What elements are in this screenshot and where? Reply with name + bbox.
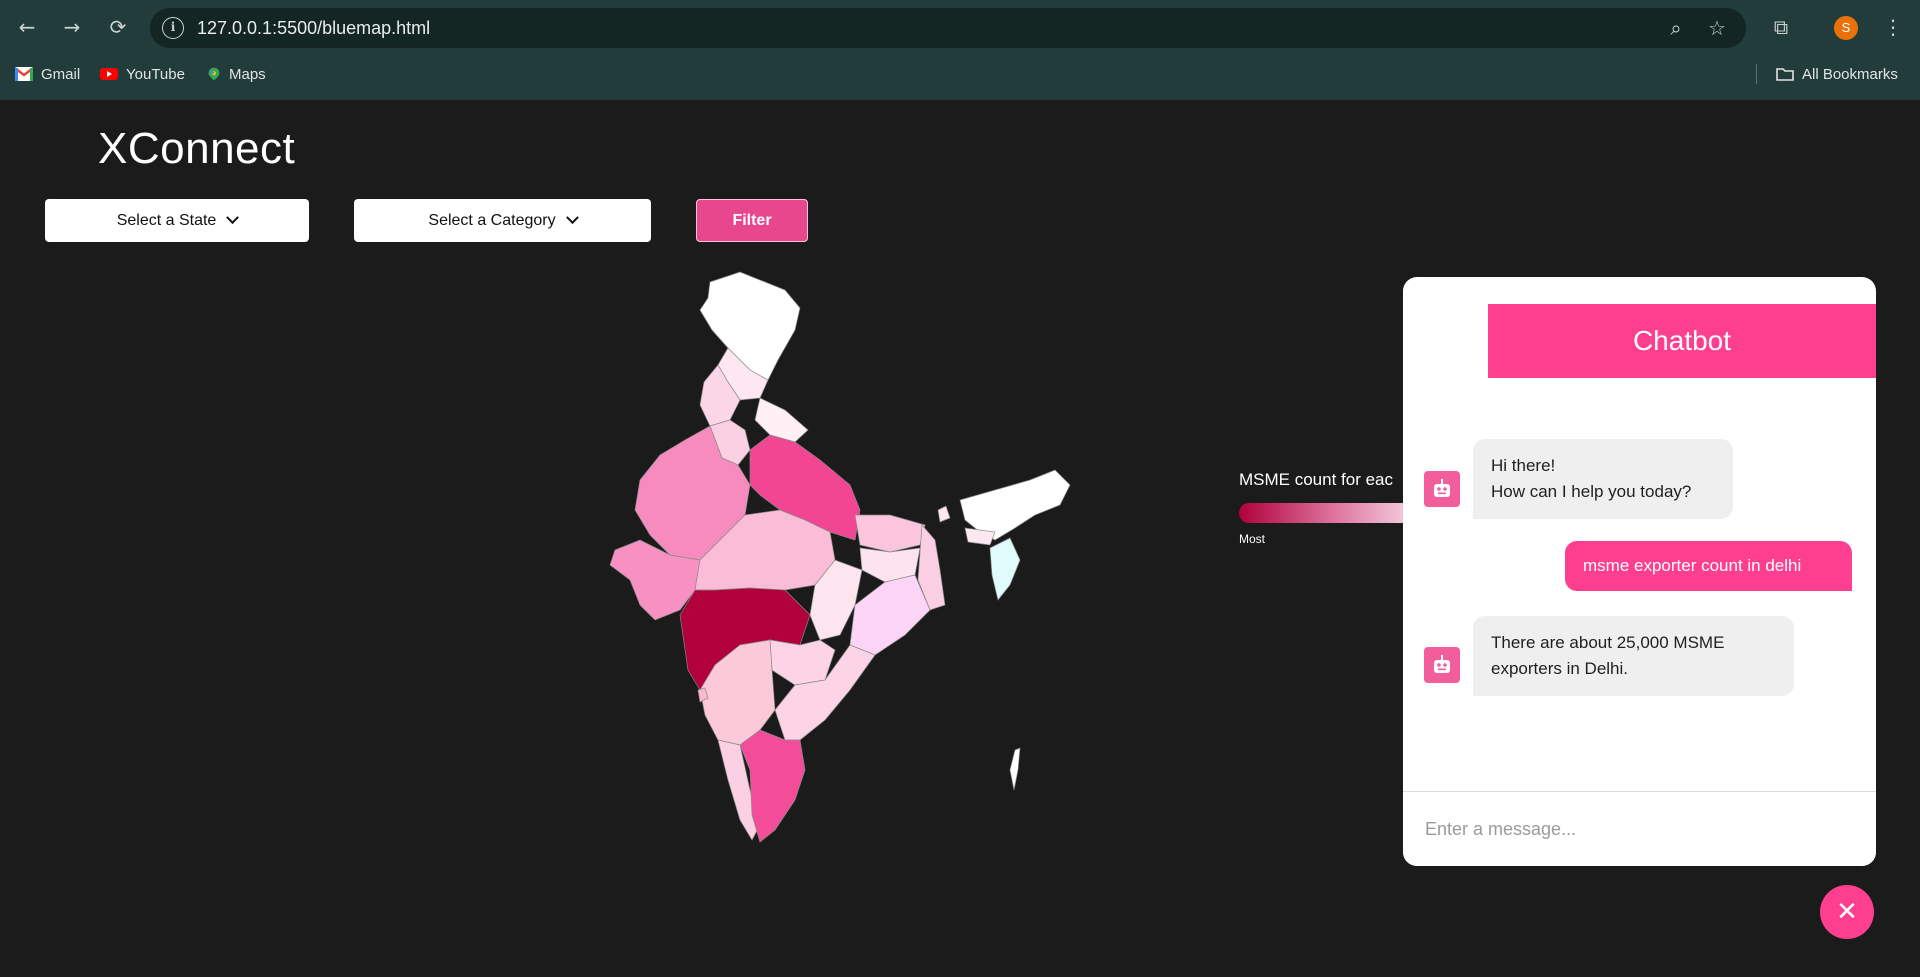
page-body: XConnect Select a State Select a Categor…: [0, 100, 1920, 977]
browser-toolbar: ← → ⟳ i 127.0.0.1:5500/bluemap.html ⌕ ☆ …: [0, 0, 1920, 100]
bookmark-maps[interactable]: Maps: [207, 64, 266, 84]
region-rajasthan[interactable]: [634, 425, 751, 561]
message-line: msme exporter count in delhi: [1583, 556, 1802, 575]
region-meghalaya[interactable]: [964, 527, 996, 546]
folder-icon: [1776, 68, 1794, 81]
region-andhra-pradesh[interactable]: [774, 644, 876, 741]
region-tamil-nadu[interactable]: [739, 729, 806, 843]
back-icon[interactable]: ←: [18, 15, 36, 39]
user-message: msme exporter count in delhi: [1565, 541, 1852, 591]
youtube-icon: [100, 68, 118, 80]
chatbot-title: Chatbot: [1488, 304, 1876, 378]
bot-message: Hi there! How can I help you today?: [1473, 439, 1733, 519]
india-choropleth-map[interactable]: [600, 270, 1200, 910]
message-line: How can I help you today?: [1491, 482, 1692, 501]
region-andaman[interactable]: [1009, 747, 1021, 791]
category-select-label: Select a Category: [428, 211, 556, 229]
chatbot-panel: Chatbot Hi there! How can I help you tod…: [1403, 277, 1876, 866]
message-line: exporters in Delhi.: [1491, 659, 1629, 678]
close-chat-button[interactable]: ✕: [1820, 885, 1874, 939]
robot-icon: [1434, 479, 1450, 497]
bookmark-label: Gmail: [41, 65, 81, 83]
zoom-icon[interactable]: ⌕: [1670, 16, 1682, 40]
filter-button[interactable]: Filter: [696, 199, 808, 242]
state-select-label: Select a State: [116, 211, 217, 229]
region-tripura-mizoram[interactable]: [989, 537, 1021, 601]
bookmark-gmail[interactable]: Gmail: [15, 64, 80, 84]
bookmark-label: YouTube: [126, 65, 185, 83]
star-icon[interactable]: ☆: [1708, 16, 1726, 40]
bookmark-label: Maps: [229, 65, 266, 83]
state-select[interactable]: Select a State: [45, 199, 309, 242]
region-uttar-pradesh[interactable]: [749, 434, 861, 541]
region-bihar[interactable]: [854, 514, 926, 553]
address-bar[interactable]: i 127.0.0.1:5500/bluemap.html ⌕ ☆: [150, 8, 1746, 48]
legend-min-label: Most: [1239, 532, 1266, 546]
legend-gradient-bar: [1239, 503, 1406, 523]
chat-divider: [1403, 791, 1876, 792]
site-info-icon[interactable]: i: [162, 17, 184, 39]
region-sikkim[interactable]: [937, 505, 951, 523]
region-uttarakhand[interactable]: [754, 397, 809, 443]
bot-avatar-icon: [1424, 471, 1460, 507]
region-karnataka[interactable]: [699, 639, 776, 746]
region-telangana[interactable]: [769, 639, 836, 686]
chevron-down-icon: [565, 211, 579, 225]
region-west-bengal[interactable]: [917, 524, 946, 611]
chevron-down-icon: [226, 211, 240, 225]
bookmark-youtube[interactable]: YouTube: [100, 64, 185, 84]
region-goa[interactable]: [697, 687, 709, 703]
region-chhattisgarh[interactable]: [809, 559, 863, 641]
region-kerala[interactable]: [717, 739, 761, 841]
region-gujarat[interactable]: [609, 539, 701, 621]
forward-icon[interactable]: →: [63, 15, 81, 39]
url-text[interactable]: 127.0.0.1:5500/bluemap.html: [197, 18, 431, 38]
reload-icon[interactable]: ⟳: [109, 15, 127, 39]
menu-icon[interactable]: ⋮: [1883, 15, 1903, 39]
message-line: Hi there!: [1491, 456, 1556, 475]
maps-icon: [208, 67, 220, 81]
chat-message-input[interactable]: [1403, 792, 1876, 866]
bookmark-separator: [1756, 64, 1757, 84]
message-line: There are about 25,000 MSME: [1491, 633, 1725, 652]
gmail-icon: [15, 67, 33, 81]
all-bookmarks-label: All Bookmarks: [1802, 65, 1898, 83]
robot-icon: [1434, 655, 1450, 673]
region-jammu-kashmir[interactable]: [699, 271, 801, 381]
region-odisha[interactable]: [849, 574, 931, 656]
extensions-icon[interactable]: ⧉: [1773, 15, 1789, 39]
category-select[interactable]: Select a Category: [354, 199, 651, 242]
app-logo: XConnect: [98, 124, 296, 173]
all-bookmarks[interactable]: All Bookmarks: [1776, 64, 1898, 84]
profile-avatar[interactable]: S: [1834, 16, 1858, 40]
bot-message: There are about 25,000 MSME exporters in…: [1473, 616, 1794, 696]
legend-title: MSME count for eac: [1239, 470, 1394, 489]
bot-avatar-icon: [1424, 647, 1460, 683]
